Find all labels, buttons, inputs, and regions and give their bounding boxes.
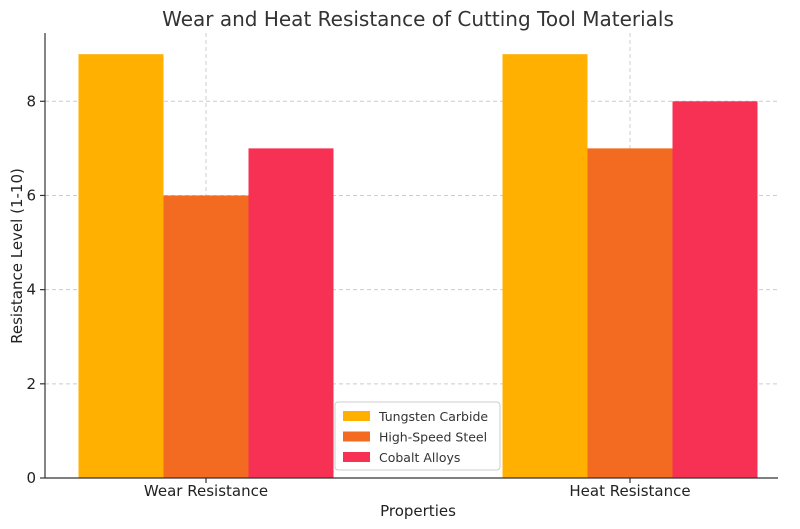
legend-label-0: Tungsten Carbide — [378, 409, 488, 424]
y-tick-label-0: 0 — [26, 469, 36, 487]
chart-title: Wear and Heat Resistance of Cutting Tool… — [162, 7, 674, 31]
bar-cobalt-alloys-wear-resistance — [248, 148, 334, 479]
bar-tungsten-carbide-wear-resistance — [78, 54, 164, 478]
y-tick-label-3: 6 — [26, 186, 36, 204]
x-tick-label-1: Heat Resistance — [569, 482, 690, 500]
bar-cobalt-alloys-heat-resistance — [672, 101, 758, 478]
y-tick-label-4: 8 — [26, 92, 36, 110]
y-tick-label-2: 4 — [26, 281, 36, 299]
bar-tungsten-carbide-heat-resistance — [502, 54, 588, 478]
x-axis-label: Properties — [380, 502, 456, 520]
legend: Tungsten Carbide High-Speed Steel Cobalt A… — [334, 401, 501, 471]
y-axis-label: Resistance Level (1-10) — [8, 168, 26, 344]
bar-high-speed-steel-heat-resistance — [587, 148, 673, 479]
x-tick-label-0: Wear Resistance — [144, 482, 268, 500]
legend-swatch-0 — [343, 411, 370, 421]
legend-label-1: High-Speed Steel — [379, 430, 487, 445]
legend-label-2: Cobalt Alloys — [379, 450, 460, 465]
legend-swatch-1 — [343, 431, 370, 442]
y-tick-label-1: 2 — [26, 375, 36, 393]
legend-swatch-2 — [343, 452, 370, 462]
bar-high-speed-steel-wear-resistance — [163, 195, 249, 478]
axes-layer: 0 2 4 6 8 Wear Resistance Heat Resistance — [26, 33, 778, 500]
bars-layer — [78, 54, 758, 479]
legend-box — [334, 401, 501, 471]
